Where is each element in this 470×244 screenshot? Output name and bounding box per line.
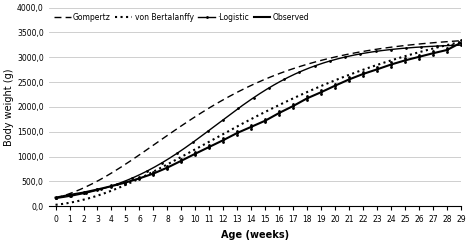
X-axis label: Age (weeks): Age (weeks) xyxy=(221,230,289,240)
Observed xyxy=(374,68,380,71)
Observed xyxy=(402,59,408,62)
von Bertalanffy xyxy=(102,192,107,195)
·Logistic xyxy=(53,197,58,200)
von Bertalanffy xyxy=(345,74,351,77)
von Bertalanffy xyxy=(185,152,190,155)
Observed xyxy=(206,145,212,148)
Gompertz xyxy=(308,62,313,65)
Observed xyxy=(81,191,86,194)
Observed xyxy=(53,196,58,199)
·Logistic xyxy=(458,44,464,47)
·Logistic xyxy=(213,123,219,126)
von Bertalanffy xyxy=(213,136,219,139)
Observed xyxy=(67,193,72,196)
Observed xyxy=(444,49,450,51)
Gompertz xyxy=(345,53,351,56)
Observed xyxy=(220,139,226,142)
Line: Observed: Observed xyxy=(55,43,461,198)
Gompertz xyxy=(458,39,464,42)
Observed xyxy=(137,177,142,180)
Observed xyxy=(458,41,464,44)
Observed xyxy=(290,104,296,107)
Observed xyxy=(179,159,184,162)
Observed xyxy=(388,63,394,66)
Observed xyxy=(94,188,100,191)
Observed xyxy=(332,84,338,87)
Observed xyxy=(193,152,198,155)
Gompertz xyxy=(347,52,353,55)
·Logistic xyxy=(102,187,107,190)
Line: von Bertalanffy: von Bertalanffy xyxy=(55,42,461,205)
Gompertz xyxy=(53,197,58,200)
von Bertalanffy xyxy=(458,41,464,43)
Observed xyxy=(416,55,422,58)
Line: ·Logistic: ·Logistic xyxy=(54,44,462,200)
Gompertz xyxy=(102,176,107,179)
Observed xyxy=(305,97,310,100)
Observed xyxy=(150,172,156,175)
Observed xyxy=(430,52,436,55)
·Logistic xyxy=(308,66,313,69)
·Logistic xyxy=(347,54,353,57)
Legend: Gompertz, von Bertalanffy, ·Logistic, Observed: Gompertz, von Bertalanffy, ·Logistic, Ob… xyxy=(52,11,311,23)
Gompertz xyxy=(185,120,190,123)
Y-axis label: Body weight (g): Body weight (g) xyxy=(4,68,14,146)
Observed xyxy=(346,78,352,81)
Observed xyxy=(360,72,366,75)
Observed xyxy=(164,166,170,169)
Observed xyxy=(123,181,128,184)
Gompertz xyxy=(213,102,219,105)
Observed xyxy=(318,91,324,94)
von Bertalanffy xyxy=(347,73,353,76)
Observed xyxy=(249,125,254,128)
von Bertalanffy xyxy=(308,89,313,92)
Line: Gompertz: Gompertz xyxy=(55,41,461,198)
Observed xyxy=(262,119,268,122)
Observed xyxy=(109,185,114,188)
·Logistic xyxy=(185,145,190,148)
·Logistic xyxy=(345,55,351,58)
Observed xyxy=(276,112,282,114)
von Bertalanffy xyxy=(53,203,58,206)
Observed xyxy=(235,132,240,134)
